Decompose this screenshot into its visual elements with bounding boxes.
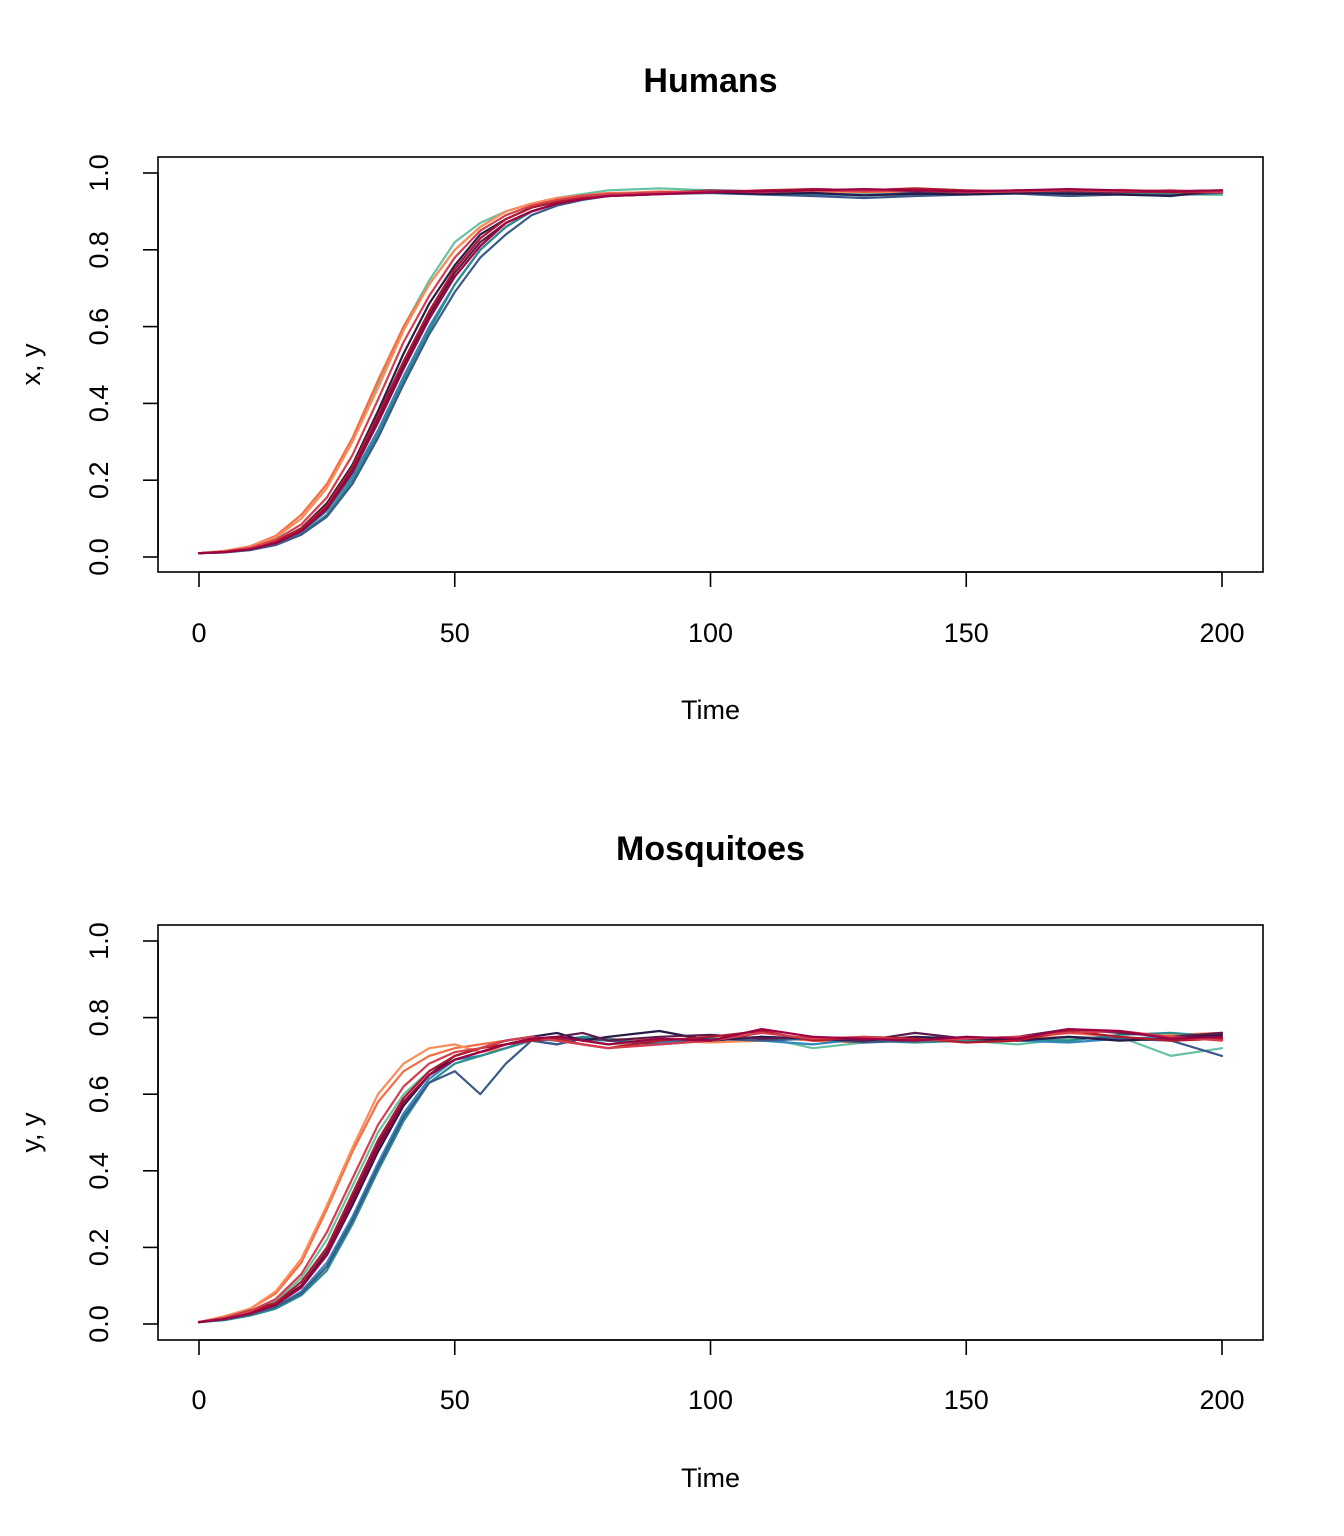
x-tick-label: 50: [440, 1385, 470, 1415]
y-axis: 0.0 0.2 0.4 0.6 0.8 1.0: [84, 154, 159, 576]
y-axis: 0.0 0.2 0.4 0.6 0.8 1.0: [84, 922, 159, 1343]
series-line-7: [197, 189, 1224, 555]
x-tick-label: 100: [688, 1385, 733, 1415]
y-tick-label: 0.4: [84, 1152, 114, 1190]
series-group: [197, 1027, 1224, 1324]
x-tick-label: 200: [1199, 1385, 1244, 1415]
series-line-8: [197, 188, 1224, 555]
plot-frame: [157, 924, 1264, 1341]
series-line-10: [197, 189, 1224, 555]
y-tick-label: 0.6: [84, 1075, 114, 1113]
x-tick-label: 50: [440, 618, 470, 648]
y-tick-label: 1.0: [84, 922, 114, 960]
x-tick-label: 200: [1199, 618, 1244, 648]
y-tick-label: 0.0: [84, 1305, 114, 1343]
series-line-11: [197, 1027, 1224, 1324]
series-line-5: [197, 190, 1224, 555]
x-axis-label: Time: [681, 1463, 740, 1493]
series-line-11: [197, 188, 1224, 555]
chart-title: Humans: [643, 62, 777, 100]
x-tick-label: 0: [191, 1385, 206, 1415]
x-axis: 0 50 100 150 200: [191, 571, 1245, 648]
x-axis: 0 50 100 150 200: [191, 1339, 1245, 1415]
humans-panel: Humans 0 50 100 150 200 Time 0.0 0.2 0.4 0.6 0.8 1.0…: [16, 62, 1264, 725]
chart-title: Mosquitoes: [616, 830, 805, 868]
series-line-8: [197, 1027, 1224, 1324]
y-tick-label: 0.8: [84, 999, 114, 1037]
x-axis-label: Time: [681, 695, 740, 725]
series-line-2: [197, 188, 1224, 555]
y-tick-label: 0.2: [84, 461, 114, 499]
x-tick-label: 150: [944, 1385, 989, 1415]
x-tick-label: 100: [688, 618, 733, 648]
y-tick-label: 0.0: [84, 538, 114, 576]
y-tick-label: 0.6: [84, 308, 114, 346]
y-tick-label: 1.0: [84, 154, 114, 192]
series-line-4: [197, 191, 1224, 555]
series-line-1: [197, 187, 1224, 555]
series-line-6: [197, 191, 1224, 555]
x-tick-label: 0: [191, 618, 206, 648]
y-tick-label: 0.2: [84, 1229, 114, 1267]
y-axis-label: y, y: [16, 1112, 46, 1152]
series-line-9: [197, 1029, 1224, 1324]
series-line-3: [197, 189, 1224, 555]
y-axis-label: x, y: [16, 343, 46, 386]
y-tick-label: 0.4: [84, 385, 114, 423]
series-line-10: [197, 1029, 1224, 1324]
series-line-9: [197, 187, 1224, 555]
y-tick-label: 0.8: [84, 231, 114, 269]
series-group: [197, 187, 1224, 555]
x-tick-label: 150: [944, 618, 989, 648]
